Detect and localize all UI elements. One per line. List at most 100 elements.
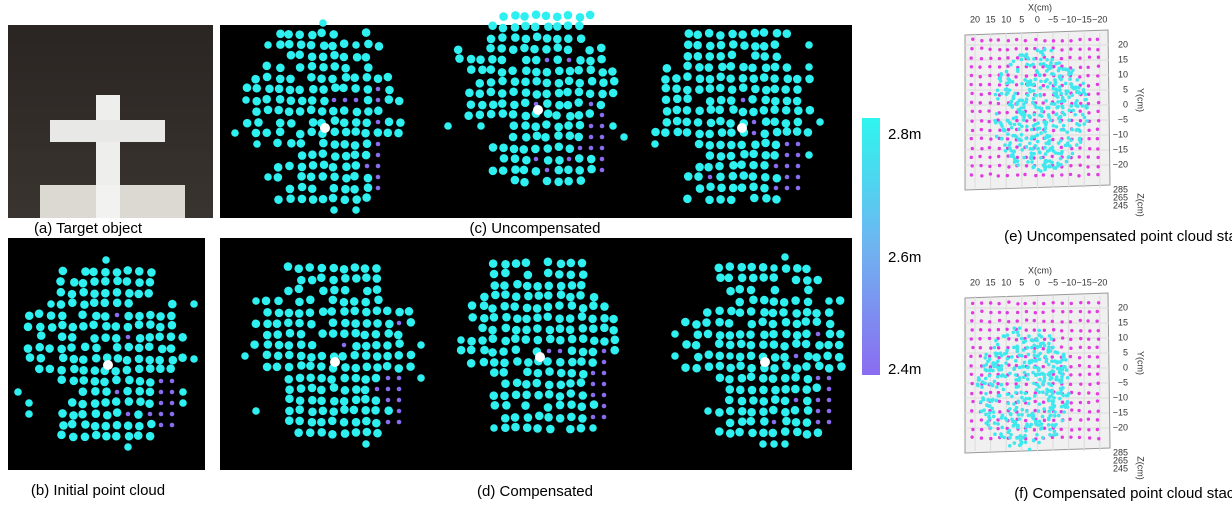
point — [542, 45, 551, 54]
point — [1051, 39, 1056, 43]
point — [999, 353, 1004, 358]
point — [1087, 345, 1091, 350]
point — [252, 83, 262, 93]
point — [1014, 47, 1018, 51]
point — [466, 345, 476, 355]
point — [464, 111, 473, 121]
point — [553, 22, 562, 31]
point — [993, 92, 998, 97]
point — [770, 395, 780, 404]
point — [725, 385, 735, 394]
point — [352, 206, 360, 214]
point — [284, 416, 294, 425]
point — [285, 394, 294, 404]
point — [252, 96, 262, 106]
point — [987, 109, 991, 113]
point — [589, 324, 598, 334]
point — [1015, 349, 1020, 354]
point — [566, 57, 572, 63]
point — [981, 397, 986, 402]
point — [978, 65, 982, 69]
point — [364, 39, 373, 49]
point — [285, 406, 294, 416]
point — [351, 127, 361, 136]
point — [1033, 77, 1038, 82]
point — [362, 73, 372, 82]
point — [1079, 300, 1083, 305]
point — [166, 344, 176, 353]
point — [1021, 348, 1026, 352]
point — [169, 411, 175, 417]
point — [1033, 373, 1038, 378]
point — [363, 173, 373, 183]
point — [1003, 148, 1008, 153]
point — [444, 122, 452, 130]
point — [970, 381, 974, 386]
point — [980, 309, 984, 313]
point — [1017, 98, 1022, 102]
point — [284, 308, 294, 318]
point — [1086, 65, 1090, 69]
point — [760, 308, 769, 317]
point — [179, 388, 187, 396]
point — [406, 317, 416, 327]
point — [683, 172, 693, 181]
point — [998, 79, 1003, 83]
point — [726, 195, 736, 205]
point — [522, 303, 532, 313]
point — [1078, 309, 1083, 314]
point — [1059, 145, 1064, 150]
point — [996, 381, 1000, 386]
point — [727, 306, 736, 316]
point — [987, 357, 992, 361]
point — [542, 67, 552, 77]
point — [135, 376, 145, 386]
point — [1061, 393, 1066, 398]
point — [780, 427, 790, 436]
point — [57, 430, 66, 440]
point — [327, 375, 336, 384]
point — [759, 340, 768, 349]
point — [970, 328, 974, 332]
point — [1053, 410, 1057, 414]
point — [772, 173, 782, 183]
point — [1040, 109, 1044, 114]
point — [542, 120, 551, 129]
point — [987, 416, 992, 420]
point — [122, 277, 132, 286]
point — [1065, 399, 1070, 404]
tick-label: 15 — [986, 14, 996, 24]
point — [91, 409, 101, 418]
point — [168, 299, 177, 309]
point — [1053, 82, 1057, 87]
point — [567, 368, 577, 378]
point — [599, 145, 605, 151]
point — [1096, 147, 1100, 151]
point — [735, 297, 745, 307]
point — [997, 163, 1002, 168]
point — [80, 342, 90, 352]
point — [737, 262, 747, 272]
point — [156, 312, 165, 321]
point — [1060, 418, 1065, 423]
point — [1045, 105, 1049, 110]
point — [1060, 435, 1064, 439]
point — [1095, 319, 1099, 323]
point — [1033, 122, 1038, 127]
point — [555, 414, 565, 423]
point — [792, 427, 802, 437]
point — [396, 118, 405, 127]
point — [1075, 89, 1079, 94]
point — [1077, 435, 1082, 440]
point — [1096, 164, 1100, 169]
point — [1036, 146, 1040, 151]
point — [1041, 435, 1045, 440]
point — [1024, 428, 1028, 433]
point — [1086, 101, 1091, 106]
point — [328, 41, 337, 51]
point — [1020, 395, 1024, 400]
point — [393, 330, 403, 340]
point — [1044, 69, 1049, 73]
point — [995, 342, 1000, 347]
point — [576, 378, 586, 387]
